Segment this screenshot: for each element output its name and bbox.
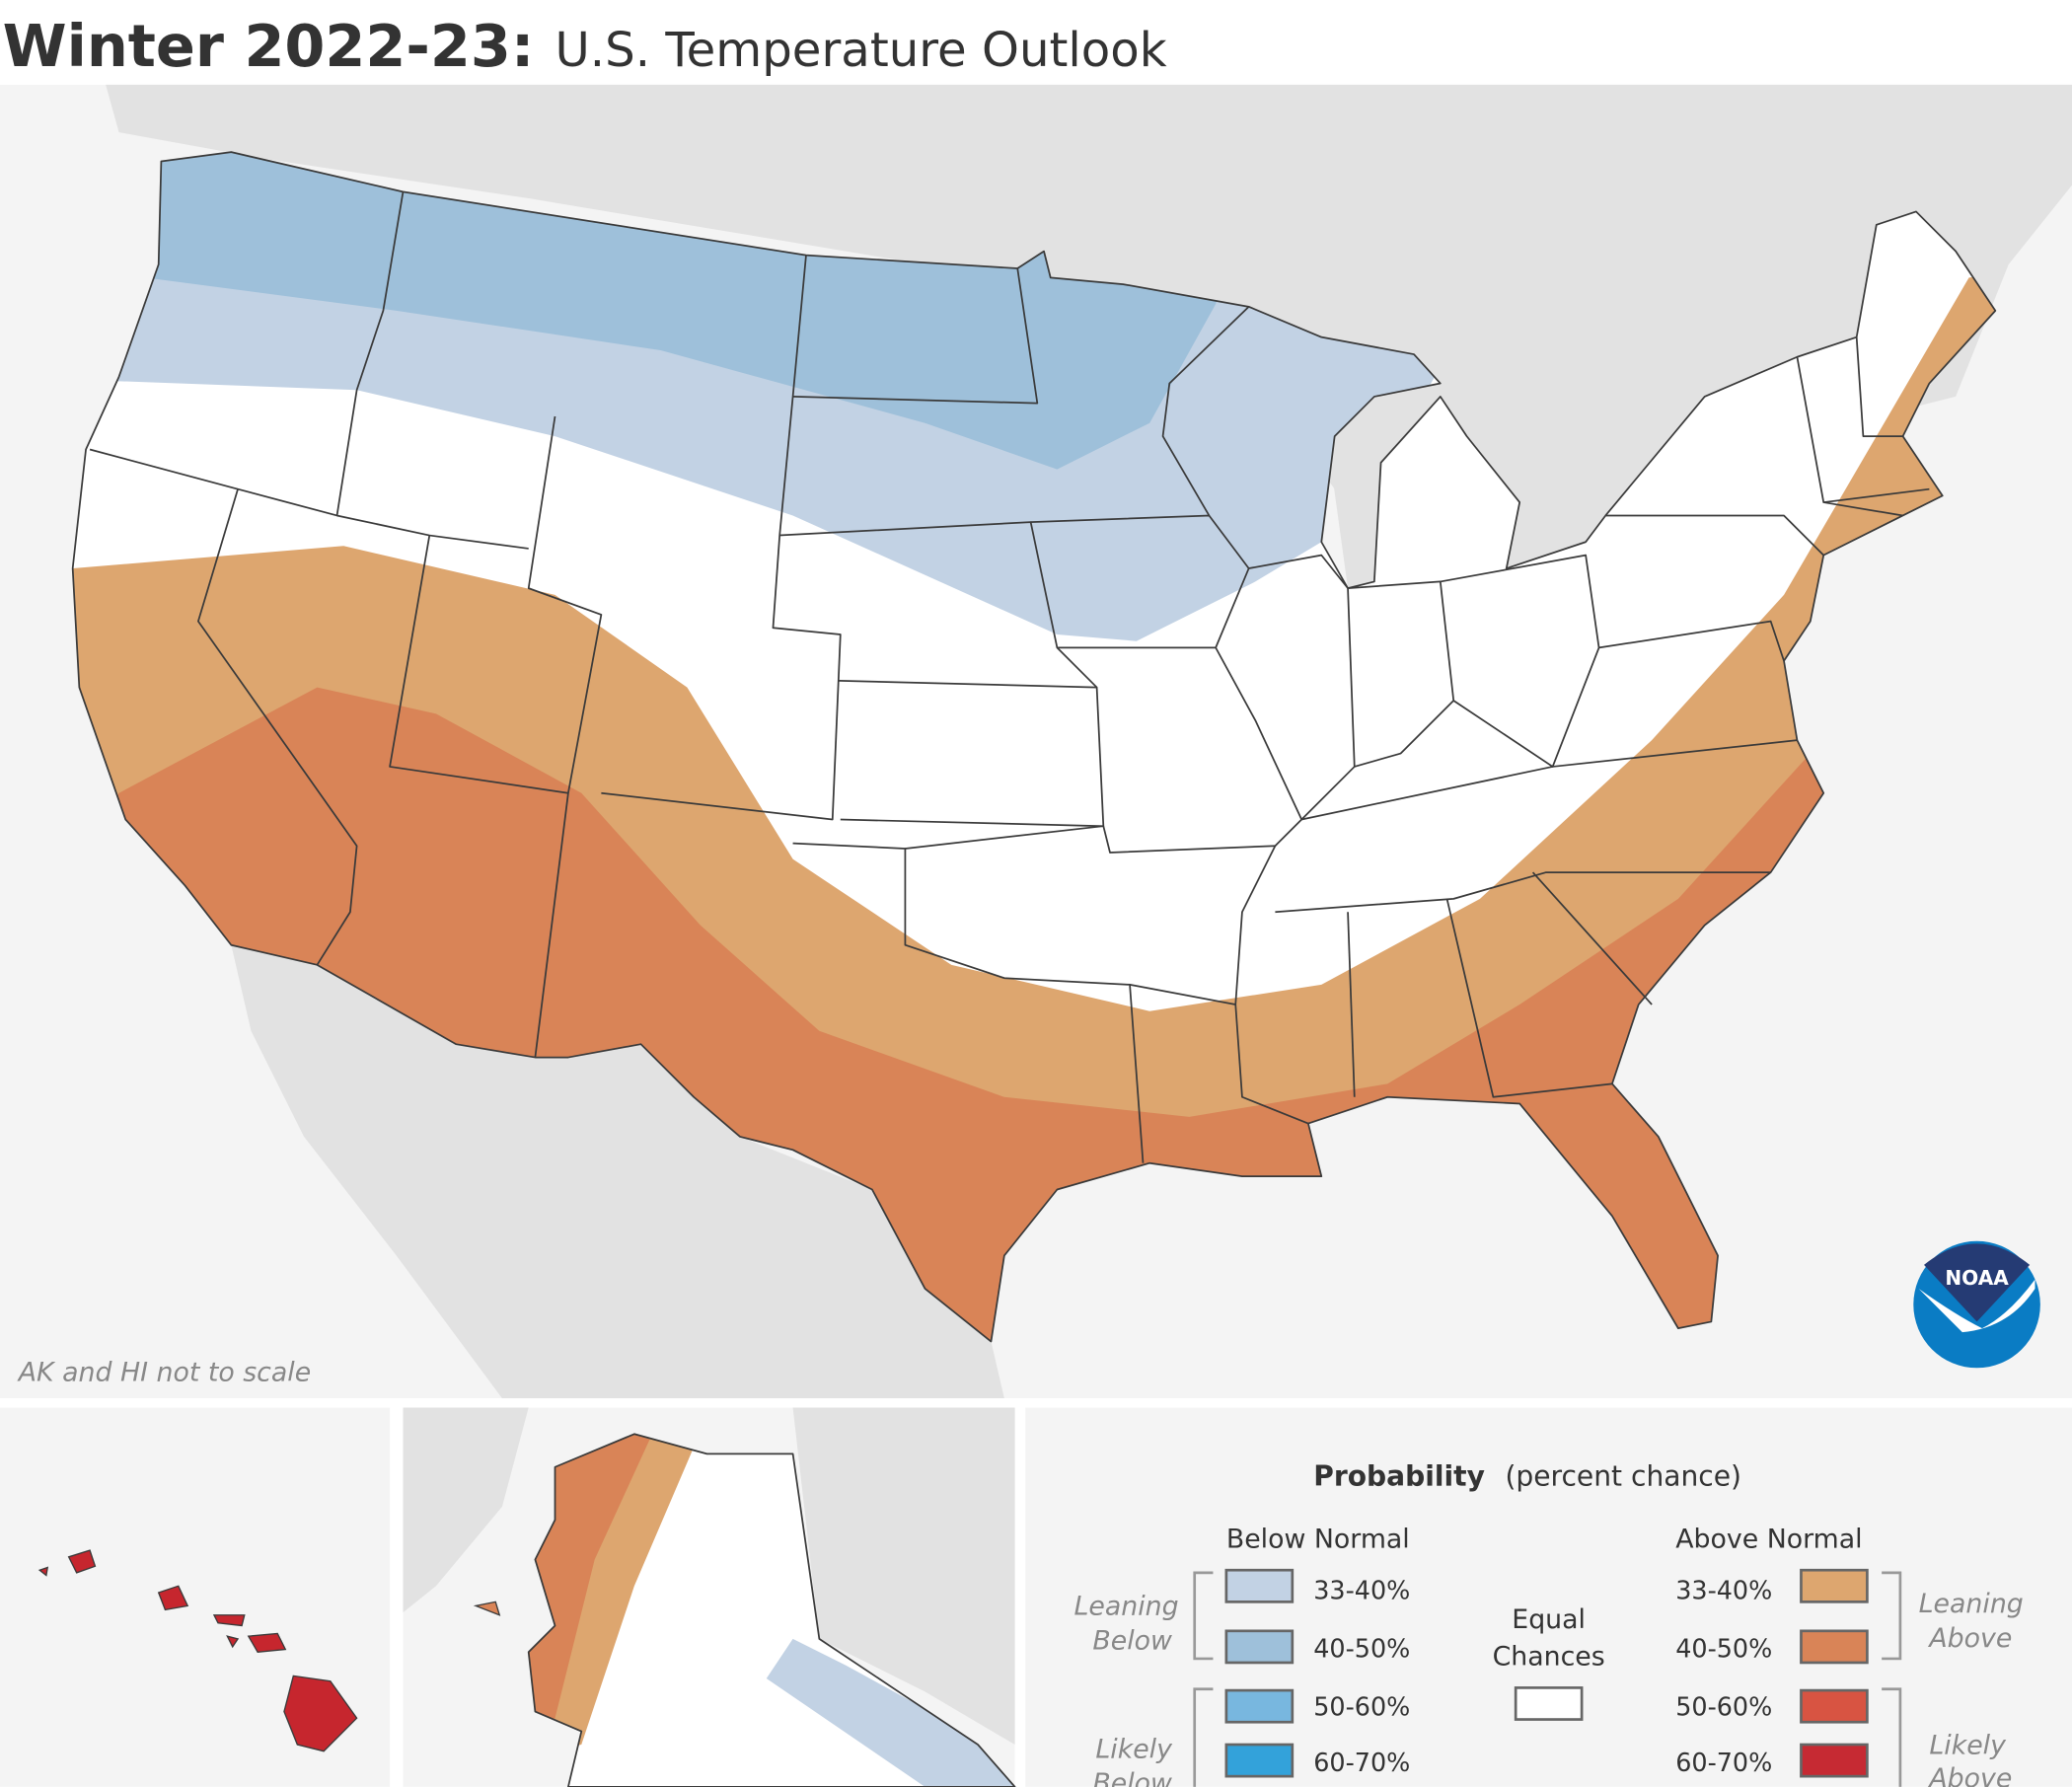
lake-michigan xyxy=(1321,396,1381,589)
conus-map: AK and HI not to scale NOAA xyxy=(0,84,2072,1399)
mexico-land xyxy=(231,944,1004,1399)
svg-text:Leaning: Leaning xyxy=(1074,1592,1179,1622)
legend-title: Probability xyxy=(1313,1460,1485,1493)
svg-text:Likely: Likely xyxy=(1095,1734,1173,1764)
svg-text:50-60%: 50-60% xyxy=(1675,1692,1772,1722)
canada-land xyxy=(106,84,2072,595)
noaa-logo: NOAA xyxy=(1913,1240,2040,1369)
legend-brackets xyxy=(1193,1571,1902,1787)
svg-text:33-40%: 33-40% xyxy=(1675,1576,1772,1605)
swatch-equal xyxy=(1514,1686,1584,1721)
legend: Probability (percent chance) Below Norma… xyxy=(1025,1407,2072,1787)
svg-text:33-40%: 33-40% xyxy=(1313,1576,1410,1605)
header-bar xyxy=(0,0,2072,85)
svg-text:Likely: Likely xyxy=(1929,1730,2007,1760)
svg-text:Above: Above xyxy=(1927,1763,2012,1787)
svg-text:Above: Above xyxy=(1927,1623,2012,1654)
title-bold: Winter 2022-23: xyxy=(3,12,535,80)
scale-note: AK and HI not to scale xyxy=(17,1358,311,1388)
hawaii-inset xyxy=(0,1407,391,1787)
above-swatches: 33-40% 40-50% 50-60% 60-70% xyxy=(1675,1568,1869,1778)
alaska-inset xyxy=(403,1407,1016,1787)
svg-text:Below: Below xyxy=(1092,1768,1172,1787)
svg-text:NOAA: NOAA xyxy=(1945,1266,2009,1290)
state-boundaries xyxy=(89,191,1930,1163)
above-heading: Above Normal xyxy=(1675,1524,1862,1554)
legend-subtitle: (percent chance) xyxy=(1505,1460,1741,1493)
svg-text:Leaning: Leaning xyxy=(1919,1589,2024,1619)
below-swatches: 33-40% 40-50% 50-60% 60-70% xyxy=(1224,1568,1410,1778)
svg-text:50-60%: 50-60% xyxy=(1313,1692,1410,1722)
svg-text:40-50%: 40-50% xyxy=(1313,1634,1410,1664)
svg-text:40-50%: 40-50% xyxy=(1675,1634,1772,1664)
band-below-40-50 xyxy=(72,152,1322,470)
svg-text:Below: Below xyxy=(1092,1626,1172,1657)
title-rest: U.S. Temperature Outlook xyxy=(555,23,1167,78)
below-heading: Below Normal xyxy=(1226,1524,1410,1554)
svg-text:60-70%: 60-70% xyxy=(1313,1748,1410,1777)
equal-label-1: Equal xyxy=(1512,1604,1586,1635)
equal-label-2: Chances xyxy=(1493,1642,1605,1673)
svg-text:60-70%: 60-70% xyxy=(1675,1748,1772,1777)
